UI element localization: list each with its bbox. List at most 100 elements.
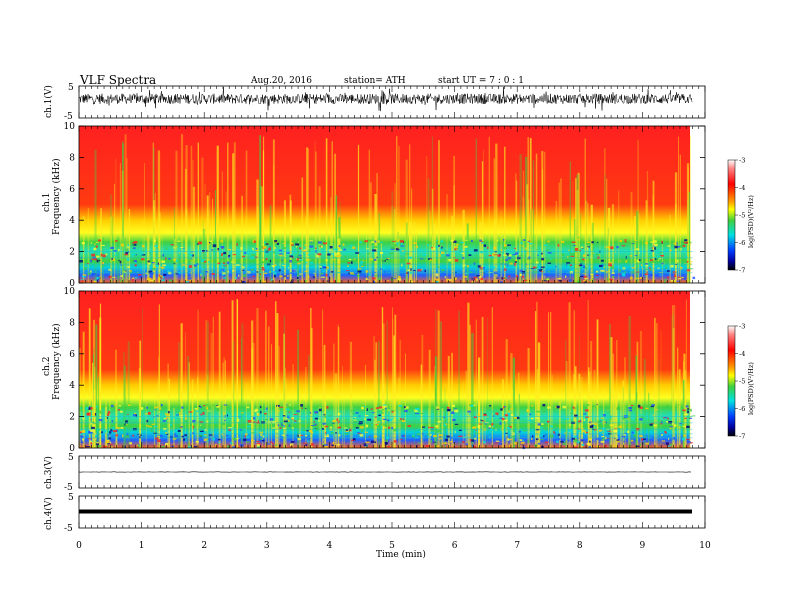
spec2-speck (383, 427, 387, 429)
spec1-streak (690, 135, 691, 283)
spec1-streak (572, 180, 574, 283)
spec1-speck (355, 252, 360, 254)
spec1-speck (150, 275, 153, 278)
spec2-speck (356, 429, 360, 432)
spec2-streak (518, 393, 520, 448)
spec2-speck (624, 433, 626, 436)
spec2-speck (107, 443, 111, 445)
spec2-speck (367, 440, 369, 442)
spec1-speck (313, 276, 315, 279)
spec1-speck (292, 269, 296, 272)
spec1-speck (337, 271, 341, 273)
spec2-streak (115, 349, 117, 448)
spec2-speck (170, 445, 175, 447)
spec2-speck (667, 445, 671, 447)
spec2-speck (508, 438, 512, 441)
spec2-speck (604, 444, 607, 448)
x-tick-label: 4 (327, 541, 333, 551)
spec2-speck (594, 429, 597, 431)
spec2-speck (669, 427, 672, 430)
spec1-speck (132, 241, 135, 244)
spec2-speck (352, 412, 355, 415)
spec1-speck (684, 248, 686, 250)
start-time-label: start UT = 7 : 0 : 1 (438, 76, 524, 86)
spec2-speck (572, 406, 575, 409)
spec1-speck (575, 248, 579, 251)
spec1-speck (609, 278, 613, 281)
spec2-speck (373, 435, 378, 438)
spec2-speck (193, 445, 198, 448)
spec1-speck (317, 241, 322, 244)
ch4-ylabel: ch.4(V) (43, 497, 54, 530)
spec2-speck (287, 415, 290, 419)
spec1-speck (611, 272, 615, 275)
spec2-speck (183, 438, 186, 441)
spec2-streak (93, 319, 95, 448)
spec1-streak (522, 195, 524, 283)
spec1-speck (298, 256, 301, 259)
spec2-speck (322, 422, 327, 425)
spec2-speck (472, 426, 476, 429)
spec2-streak (512, 357, 515, 448)
spec2-speck (520, 445, 522, 447)
spec2-streak (276, 313, 279, 448)
spec2-streak (491, 307, 493, 448)
spec1-speck (95, 245, 98, 248)
spec2-speck (403, 418, 405, 421)
spec1-speck (132, 243, 137, 246)
spec1-speck (178, 252, 180, 254)
spec2-streak (475, 319, 477, 448)
spec1-speck (222, 262, 226, 265)
spec1-speck (91, 253, 95, 257)
spec1-speck (466, 265, 470, 268)
spec2-speck (157, 410, 160, 412)
spec1-speck (638, 252, 640, 254)
spec2-speck (255, 408, 258, 412)
spec2-speck (232, 427, 234, 429)
spec2-speck (573, 408, 576, 412)
spec2-speck (104, 429, 107, 433)
spec1-speck (297, 275, 301, 276)
spec2-speck (435, 425, 439, 428)
spec1-streak (391, 191, 394, 283)
spec2-speck (670, 443, 673, 446)
spec2-speck (187, 446, 192, 449)
x-tick-label: 2 (201, 541, 207, 551)
spec2-speck (336, 418, 339, 422)
spec2-speck (427, 426, 430, 429)
spec1-streak (409, 222, 412, 283)
spec1-speck (296, 258, 299, 261)
spec2-speck (490, 429, 493, 431)
spec2-speck (108, 411, 111, 414)
spec2-speck (371, 412, 375, 414)
spec1-streak (227, 142, 229, 283)
spec2-speck (169, 436, 173, 438)
spec2-speck (595, 437, 600, 440)
spec2-speck (567, 429, 572, 432)
spec2-speck (355, 412, 359, 414)
spec1-speck (105, 274, 108, 276)
spec1-speck (677, 245, 681, 248)
spec1-streak (611, 204, 615, 283)
spec2-speck (407, 425, 411, 427)
spec2-speck (357, 432, 360, 434)
spec1-speck (621, 242, 624, 244)
spec1-speck (102, 254, 106, 258)
spec1-speck (364, 275, 368, 278)
spec1-speck (557, 278, 561, 280)
spec2-speck (293, 414, 298, 415)
spec2-speck (495, 428, 497, 431)
spec2-speck (296, 410, 300, 413)
spec1-speck (631, 267, 635, 270)
spec1-speck (391, 240, 396, 242)
spec2-speck (665, 442, 669, 445)
spec2-streak (678, 368, 681, 448)
spec1-speck (447, 279, 452, 281)
spec2-speck (366, 441, 370, 444)
spec1-speck (328, 249, 331, 253)
spec1-streak (397, 231, 399, 283)
spec2-speck (305, 407, 307, 410)
spec2-speck (208, 434, 213, 436)
spec2-speck (583, 418, 586, 421)
spec1-speck (222, 273, 225, 276)
